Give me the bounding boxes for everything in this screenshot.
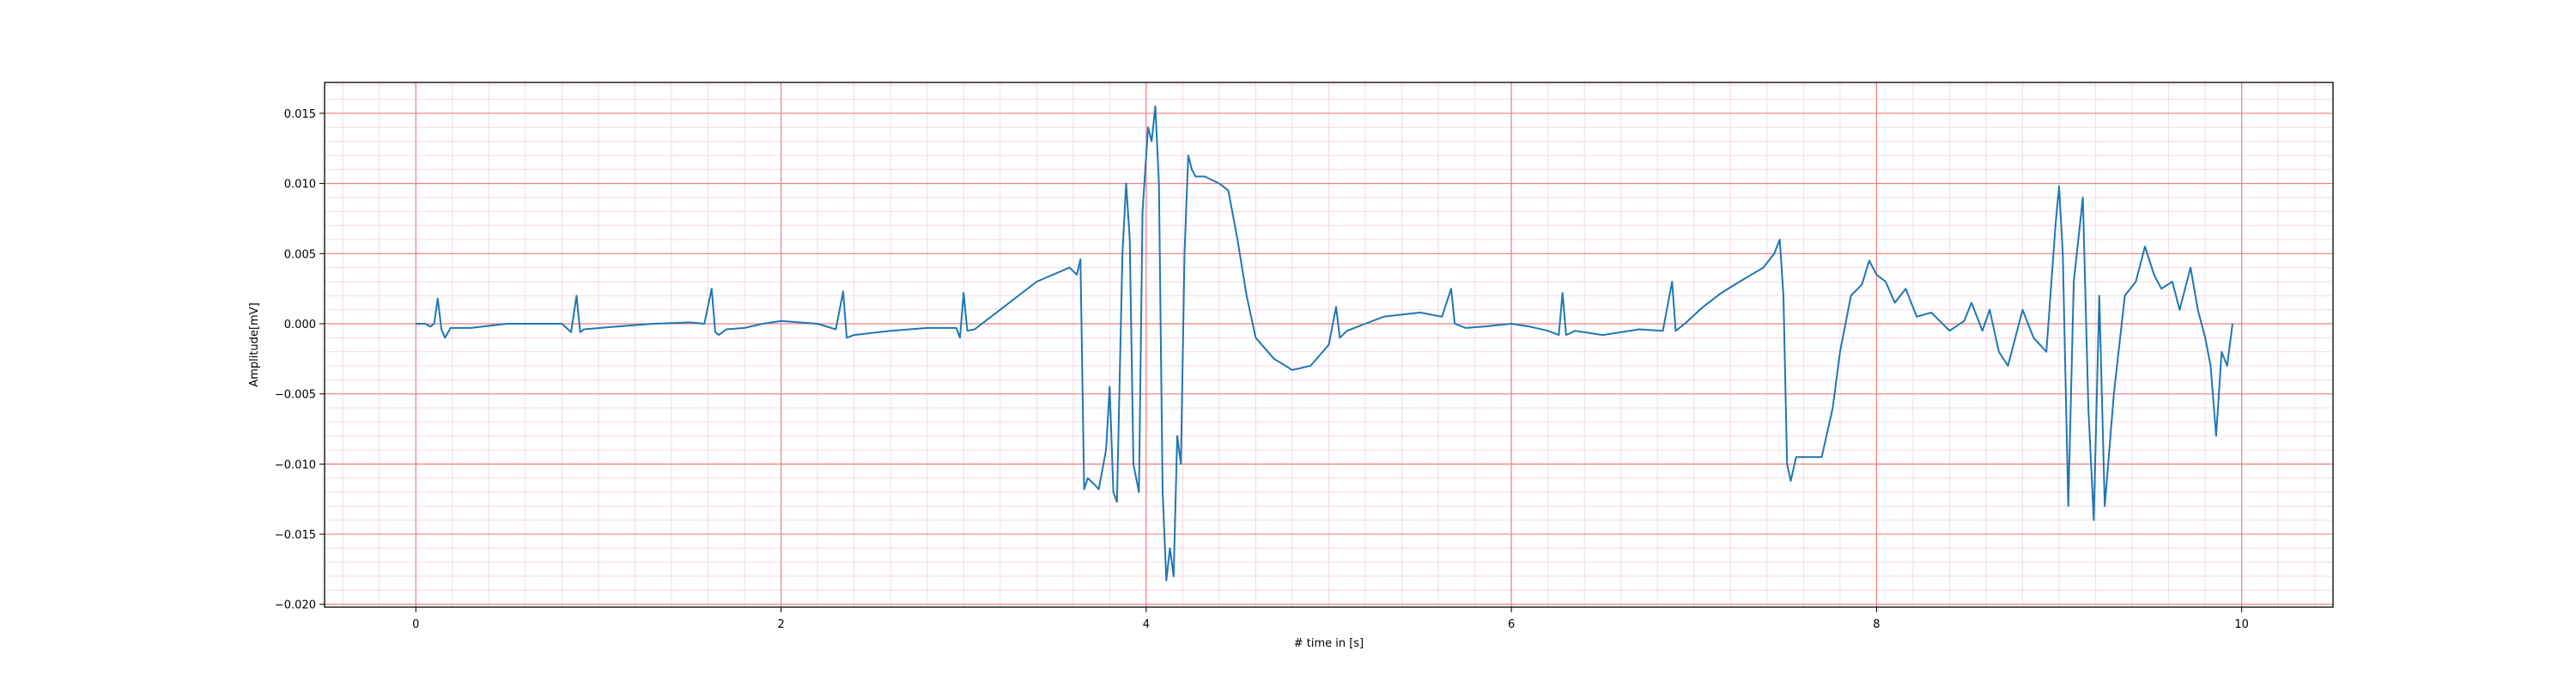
y-tick-label: −0.015: [275, 529, 316, 542]
x-tick-label: 4: [1143, 618, 1150, 631]
x-tick-label: 0: [412, 618, 419, 631]
y-axis-ticks: −0.020 −0.015 −0.010 −0.005 0.000 0.005 0.010 0…: [275, 108, 325, 612]
y-tick-label: −0.005: [275, 389, 316, 402]
plot-frame: [324, 82, 2334, 608]
x-axis-label: # time in [s]: [1294, 637, 1364, 650]
x-tick-label: 6: [1508, 618, 1515, 631]
y-tick-label: −0.020: [275, 599, 316, 612]
x-tick-label: 2: [777, 618, 784, 631]
y-axis-label: Amplitude[mV]: [248, 302, 261, 386]
y-tick-label: 0.010: [284, 179, 316, 192]
x-tick-label: 8: [1873, 618, 1880, 631]
x-tick-label: 10: [2234, 618, 2249, 631]
x-axis-ticks: 0 2 4 6 8 10: [412, 607, 2249, 631]
series-layer: [416, 105, 2233, 581]
y-tick-label: 0.015: [284, 108, 316, 121]
y-tick-label: −0.010: [275, 459, 316, 471]
y-tick-label: 0.000: [284, 319, 316, 331]
signal-series-line: [416, 105, 2233, 581]
y-tick-label: 0.005: [284, 248, 316, 261]
